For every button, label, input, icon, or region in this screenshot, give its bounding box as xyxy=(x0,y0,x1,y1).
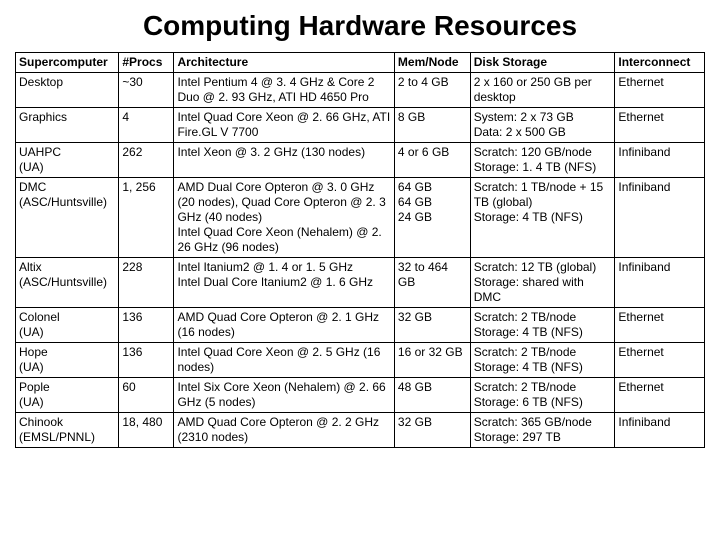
cell-name: Altix xyxy=(19,260,115,275)
cell-arch: Intel Xeon @ 3. 2 GHz (130 nodes) xyxy=(174,143,394,178)
cell-arch-sub: Intel Quad Core Xeon (Nehalem) @ 2. 26 G… xyxy=(177,225,390,255)
cell-inter: Infiniband xyxy=(615,258,705,308)
table-row: UAHPC (UA) 262 Intel Xeon @ 3. 2 GHz (13… xyxy=(16,143,705,178)
cell-inter: Ethernet xyxy=(615,343,705,378)
page-title: Computing Hardware Resources xyxy=(15,10,705,42)
cell-mem-sub2: 24 GB xyxy=(398,210,467,225)
cell-mem: 32 GB xyxy=(394,308,470,343)
cell-procs: 1, 256 xyxy=(119,178,174,258)
cell-disk-sub: Storage: 6 TB (NFS) xyxy=(474,395,612,410)
col-architecture: Architecture xyxy=(174,53,394,73)
cell-name-sub: (EMSL/PNNL) xyxy=(19,430,115,445)
resources-table: Supercomputer #Procs Architecture Mem/No… xyxy=(15,52,705,448)
cell-name: DMC xyxy=(19,180,115,195)
cell-name-sub: (UA) xyxy=(19,160,115,175)
table-row: DMC (ASC/Huntsville) 1, 256 AMD Dual Cor… xyxy=(16,178,705,258)
cell-disk: System: 2 x 73 GB xyxy=(474,110,612,125)
cell-mem: 32 GB xyxy=(394,413,470,448)
cell-name: Chinook xyxy=(19,415,115,430)
col-procs: #Procs xyxy=(119,53,174,73)
cell-arch-sub: Intel Dual Core Itanium2 @ 1. 6 GHz xyxy=(177,275,390,290)
cell-arch: Intel Quad Core Xeon @ 2. 5 GHz (16 node… xyxy=(174,343,394,378)
col-disk: Disk Storage xyxy=(470,53,615,73)
cell-inter: Ethernet xyxy=(615,73,705,108)
table-row: Altix (ASC/Huntsville) 228 Intel Itanium… xyxy=(16,258,705,308)
cell-arch: AMD Quad Core Opteron @ 2. 2 GHz (2310 n… xyxy=(174,413,394,448)
cell-procs: 136 xyxy=(119,343,174,378)
cell-mem: 2 to 4 GB xyxy=(394,73,470,108)
cell-name-sub: (ASC/Huntsville) xyxy=(19,275,115,290)
table-row: Colonel (UA) 136 AMD Quad Core Opteron @… xyxy=(16,308,705,343)
col-supercomputer: Supercomputer xyxy=(16,53,119,73)
cell-disk-sub: Storage: 1. 4 TB (NFS) xyxy=(474,160,612,175)
cell-procs: 4 xyxy=(119,108,174,143)
table-row: Chinook (EMSL/PNNL) 18, 480 AMD Quad Cor… xyxy=(16,413,705,448)
table-row: Pople (UA) 60 Intel Six Core Xeon (Nehal… xyxy=(16,378,705,413)
cell-arch: Intel Quad Core Xeon @ 2. 66 GHz, ATI Fi… xyxy=(174,108,394,143)
cell-disk: 2 x 160 or 250 GB per desktop xyxy=(470,73,615,108)
table-row: Desktop ~30 Intel Pentium 4 @ 3. 4 GHz &… xyxy=(16,73,705,108)
cell-name-sub: (UA) xyxy=(19,360,115,375)
cell-mem: 48 GB xyxy=(394,378,470,413)
cell-disk: Scratch: 2 TB/node xyxy=(474,380,612,395)
cell-name-sub: (ASC/Huntsville) xyxy=(19,195,115,210)
cell-disk-sub: Storage: shared with DMC xyxy=(474,275,612,305)
cell-mem-sub: 64 GB xyxy=(398,195,467,210)
cell-name-sub: (UA) xyxy=(19,395,115,410)
cell-name: Desktop xyxy=(19,75,63,89)
cell-name: UAHPC xyxy=(19,145,115,160)
cell-mem: 16 or 32 GB xyxy=(394,343,470,378)
cell-disk: Scratch: 2 TB/node xyxy=(474,345,612,360)
cell-mem: 32 to 464 GB xyxy=(394,258,470,308)
cell-inter: Infiniband xyxy=(615,413,705,448)
cell-disk: Scratch: 2 TB/node xyxy=(474,310,612,325)
cell-inter: Ethernet xyxy=(615,108,705,143)
table-row: Graphics 4 Intel Quad Core Xeon @ 2. 66 … xyxy=(16,108,705,143)
cell-procs: 18, 480 xyxy=(119,413,174,448)
cell-inter: Infiniband xyxy=(615,143,705,178)
cell-procs: 228 xyxy=(119,258,174,308)
col-interconnect: Interconnect xyxy=(615,53,705,73)
cell-arch: Intel Itanium2 @ 1. 4 or 1. 5 GHz xyxy=(177,260,390,275)
table-row: Hope (UA) 136 Intel Quad Core Xeon @ 2. … xyxy=(16,343,705,378)
cell-disk-sub: Data: 2 x 500 GB xyxy=(474,125,612,140)
cell-arch: Intel Pentium 4 @ 3. 4 GHz & Core 2 Duo … xyxy=(174,73,394,108)
cell-name: Colonel xyxy=(19,310,115,325)
cell-name: Graphics xyxy=(19,110,67,124)
cell-disk: Scratch: 120 GB/node xyxy=(474,145,612,160)
cell-disk-sub: Storage: 4 TB (NFS) xyxy=(474,360,612,375)
cell-arch: Intel Six Core Xeon (Nehalem) @ 2. 66 GH… xyxy=(174,378,394,413)
col-mem: Mem/Node xyxy=(394,53,470,73)
cell-arch: AMD Dual Core Opteron @ 3. 0 GHz (20 nod… xyxy=(177,180,390,225)
cell-disk: Scratch: 12 TB (global) xyxy=(474,260,612,275)
cell-procs: 136 xyxy=(119,308,174,343)
cell-procs: ~30 xyxy=(119,73,174,108)
table-header-row: Supercomputer #Procs Architecture Mem/No… xyxy=(16,53,705,73)
cell-disk-sub: Storage: 4 TB (NFS) xyxy=(474,210,612,225)
cell-disk: Scratch: 1 TB/node + 15 TB (global) xyxy=(474,180,612,210)
cell-disk-sub: Storage: 4 TB (NFS) xyxy=(474,325,612,340)
cell-name-sub: (UA) xyxy=(19,325,115,340)
cell-inter: Ethernet xyxy=(615,378,705,413)
cell-name: Hope xyxy=(19,345,115,360)
cell-procs: 60 xyxy=(119,378,174,413)
cell-inter: Ethernet xyxy=(615,308,705,343)
cell-disk-sub: Storage: 297 TB xyxy=(474,430,612,445)
cell-mem: 8 GB xyxy=(394,108,470,143)
cell-procs: 262 xyxy=(119,143,174,178)
cell-name: Pople xyxy=(19,380,115,395)
cell-disk: Scratch: 365 GB/node xyxy=(474,415,612,430)
cell-mem: 64 GB xyxy=(398,180,467,195)
cell-mem: 4 or 6 GB xyxy=(394,143,470,178)
cell-arch: AMD Quad Core Opteron @ 2. 1 GHz (16 nod… xyxy=(174,308,394,343)
cell-inter: Infiniband xyxy=(615,178,705,258)
